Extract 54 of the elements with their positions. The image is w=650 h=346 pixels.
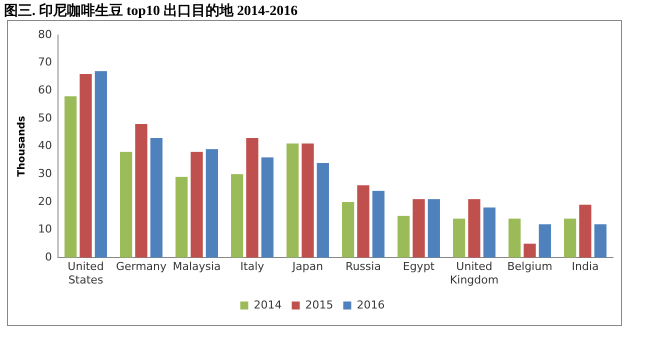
x-tick-label: Italy xyxy=(240,260,265,274)
bar xyxy=(538,224,551,258)
y-tick-label: 40 xyxy=(38,139,52,152)
x-tick-label: India xyxy=(572,260,599,274)
bar xyxy=(190,152,203,258)
bar xyxy=(579,204,592,258)
y-tick-label: 30 xyxy=(38,166,52,180)
bar xyxy=(524,244,536,258)
bar xyxy=(508,218,521,258)
y-tick-label: 20 xyxy=(38,194,52,208)
bar xyxy=(398,216,410,258)
y-tick-label: 70 xyxy=(38,56,52,69)
bar xyxy=(135,124,148,258)
y-tick-label: 60 xyxy=(38,84,52,97)
bar xyxy=(468,199,480,258)
bar xyxy=(342,202,354,258)
bar xyxy=(261,157,274,258)
x-tick-label: Malaysia xyxy=(172,260,221,274)
bar xyxy=(453,218,466,258)
x-tick-label: Russia xyxy=(346,260,381,274)
bar xyxy=(594,224,606,258)
bar xyxy=(80,74,92,258)
bar xyxy=(357,185,370,258)
bar xyxy=(120,152,132,258)
bar xyxy=(176,176,188,258)
y-tick-label: 80 xyxy=(38,28,52,41)
bar xyxy=(150,138,162,258)
chart-title: 图三. 印尼咖啡生豆 top10 出口目的地 2014-2016 xyxy=(4,2,298,20)
bar xyxy=(302,144,314,258)
bar xyxy=(286,144,299,258)
x-tick-label: United States xyxy=(68,260,104,286)
x-tick-label: Germany xyxy=(116,260,168,274)
bar xyxy=(246,138,258,258)
y-tick-label: 10 xyxy=(38,222,52,236)
bar xyxy=(94,71,107,258)
bar xyxy=(231,174,244,258)
x-tick-label: Japan xyxy=(291,260,324,274)
bar xyxy=(428,199,440,258)
bar xyxy=(564,218,576,258)
bar xyxy=(412,199,425,258)
y-tick-label: 0 xyxy=(44,250,52,264)
legend-label: 2014 xyxy=(254,298,282,312)
x-tick-label: Belgium xyxy=(507,260,552,274)
y-axis-title: Thousands xyxy=(16,116,28,177)
legend-label: 2015 xyxy=(305,298,334,312)
x-tick-label: United Kingdom xyxy=(450,260,499,286)
x-tick-label: Egypt xyxy=(402,260,436,274)
bar xyxy=(206,149,218,258)
legend-label: 2016 xyxy=(356,298,385,312)
bar xyxy=(372,190,384,258)
bar xyxy=(64,96,77,258)
y-tick-label: 50 xyxy=(38,111,52,124)
bar xyxy=(316,162,329,258)
bar xyxy=(483,208,496,258)
